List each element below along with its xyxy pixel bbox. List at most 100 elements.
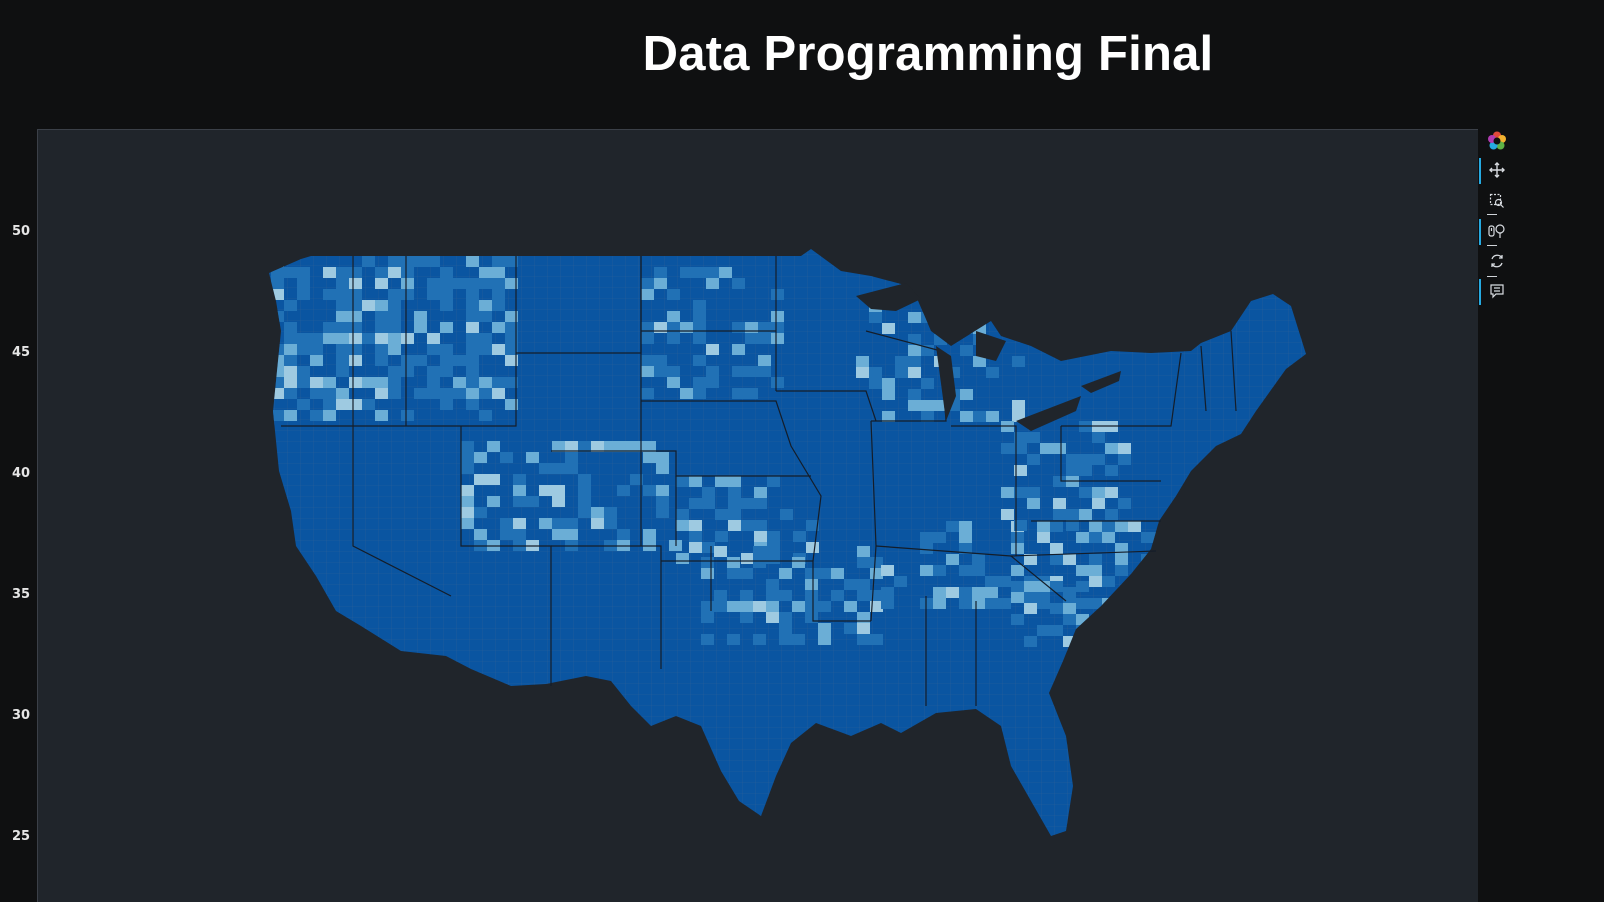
county-shape[interactable] bbox=[461, 463, 474, 474]
county-shape[interactable] bbox=[869, 378, 882, 389]
county-shape[interactable] bbox=[474, 529, 487, 540]
county-shape[interactable] bbox=[349, 267, 362, 278]
county-shape[interactable] bbox=[349, 289, 362, 300]
choropleth-map[interactable] bbox=[38, 130, 1478, 902]
county-shape[interactable] bbox=[1102, 521, 1115, 532]
county-shape[interactable] bbox=[753, 557, 766, 568]
county-shape[interactable] bbox=[1079, 509, 1092, 520]
county-shape[interactable] bbox=[895, 367, 908, 378]
county-shape[interactable] bbox=[1141, 532, 1154, 543]
county-shape[interactable] bbox=[740, 612, 753, 623]
county-shape[interactable] bbox=[552, 441, 565, 452]
county-shape[interactable] bbox=[766, 590, 779, 601]
county-shape[interactable] bbox=[689, 498, 702, 509]
county-shape[interactable] bbox=[960, 323, 973, 334]
county-shape[interactable] bbox=[702, 542, 715, 553]
county-shape[interactable] bbox=[1079, 487, 1092, 498]
county-shape[interactable] bbox=[1102, 576, 1115, 587]
county-shape[interactable] bbox=[973, 356, 986, 367]
county-shape[interactable] bbox=[741, 498, 754, 509]
county-shape[interactable] bbox=[479, 300, 492, 311]
county-shape[interactable] bbox=[461, 518, 474, 529]
county-shape[interactable] bbox=[701, 612, 714, 623]
county-shape[interactable] bbox=[758, 355, 771, 366]
county-shape[interactable] bbox=[323, 388, 336, 399]
county-shape[interactable] bbox=[818, 634, 831, 645]
county-shape[interactable] bbox=[767, 476, 780, 487]
county-shape[interactable] bbox=[771, 322, 784, 333]
county-shape[interactable] bbox=[349, 300, 362, 311]
county-shape[interactable] bbox=[440, 355, 453, 366]
county-shape[interactable] bbox=[792, 601, 805, 612]
county-shape[interactable] bbox=[414, 311, 427, 322]
county-shape[interactable] bbox=[921, 378, 934, 389]
county-shape[interactable] bbox=[934, 334, 947, 345]
county-shape[interactable] bbox=[466, 377, 479, 388]
county-shape[interactable] bbox=[857, 546, 870, 557]
county-shape[interactable] bbox=[440, 289, 453, 300]
county-shape[interactable] bbox=[959, 521, 972, 532]
county-shape[interactable] bbox=[336, 267, 349, 278]
county-shape[interactable] bbox=[715, 509, 728, 520]
county-shape[interactable] bbox=[1053, 476, 1066, 487]
county-shape[interactable] bbox=[362, 256, 375, 267]
county-shape[interactable] bbox=[1118, 443, 1131, 454]
county-shape[interactable] bbox=[641, 322, 654, 333]
county-shape[interactable] bbox=[1040, 443, 1053, 454]
county-shape[interactable] bbox=[336, 355, 349, 366]
county-shape[interactable] bbox=[676, 476, 689, 487]
county-shape[interactable] bbox=[565, 452, 578, 463]
county-shape[interactable] bbox=[552, 463, 565, 474]
hover-icon[interactable] bbox=[1479, 277, 1515, 305]
county-shape[interactable] bbox=[693, 322, 706, 333]
county-shape[interactable] bbox=[656, 496, 669, 507]
county-shape[interactable] bbox=[934, 400, 947, 411]
county-shape[interactable] bbox=[479, 377, 492, 388]
county-shape[interactable] bbox=[505, 278, 518, 289]
county-shape[interactable] bbox=[1092, 432, 1105, 443]
map-plot-area[interactable] bbox=[37, 129, 1478, 902]
county-shape[interactable] bbox=[513, 518, 526, 529]
county-shape[interactable] bbox=[1089, 554, 1102, 565]
county-shape[interactable] bbox=[414, 256, 427, 267]
county-shape[interactable] bbox=[401, 355, 414, 366]
county-shape[interactable] bbox=[1079, 465, 1092, 476]
county-shape[interactable] bbox=[654, 278, 667, 289]
county-shape[interactable] bbox=[1076, 581, 1089, 592]
county-shape[interactable] bbox=[461, 507, 474, 518]
county-shape[interactable] bbox=[1027, 432, 1040, 443]
county-shape[interactable] bbox=[1141, 554, 1154, 565]
county-shape[interactable] bbox=[1063, 554, 1076, 565]
county-shape[interactable] bbox=[487, 441, 500, 452]
county-shape[interactable] bbox=[741, 553, 754, 564]
county-shape[interactable] bbox=[921, 345, 934, 356]
county-shape[interactable] bbox=[693, 388, 706, 399]
county-shape[interactable] bbox=[1066, 509, 1079, 520]
county-shape[interactable] bbox=[719, 267, 732, 278]
county-shape[interactable] bbox=[1092, 454, 1105, 465]
county-shape[interactable] bbox=[505, 333, 518, 344]
county-shape[interactable] bbox=[680, 388, 693, 399]
county-shape[interactable] bbox=[375, 278, 388, 289]
county-shape[interactable] bbox=[654, 267, 667, 278]
county-shape[interactable] bbox=[284, 322, 297, 333]
county-shape[interactable] bbox=[758, 322, 771, 333]
county-shape[interactable] bbox=[1063, 592, 1076, 603]
county-shape[interactable] bbox=[921, 312, 934, 323]
county-shape[interactable] bbox=[1118, 498, 1131, 509]
county-shape[interactable] bbox=[578, 474, 591, 485]
county-shape[interactable] bbox=[466, 344, 479, 355]
county-shape[interactable] bbox=[881, 587, 894, 598]
county-shape[interactable] bbox=[1037, 625, 1050, 636]
county-shape[interactable] bbox=[1011, 565, 1024, 576]
county-shape[interactable] bbox=[479, 311, 492, 322]
county-shape[interactable] bbox=[284, 388, 297, 399]
county-shape[interactable] bbox=[591, 441, 604, 452]
county-shape[interactable] bbox=[513, 485, 526, 496]
county-shape[interactable] bbox=[1050, 543, 1063, 554]
county-shape[interactable] bbox=[297, 399, 310, 410]
county-shape[interactable] bbox=[362, 333, 375, 344]
county-shape[interactable] bbox=[617, 441, 630, 452]
county-shape[interactable] bbox=[641, 278, 654, 289]
county-shape[interactable] bbox=[869, 367, 882, 378]
